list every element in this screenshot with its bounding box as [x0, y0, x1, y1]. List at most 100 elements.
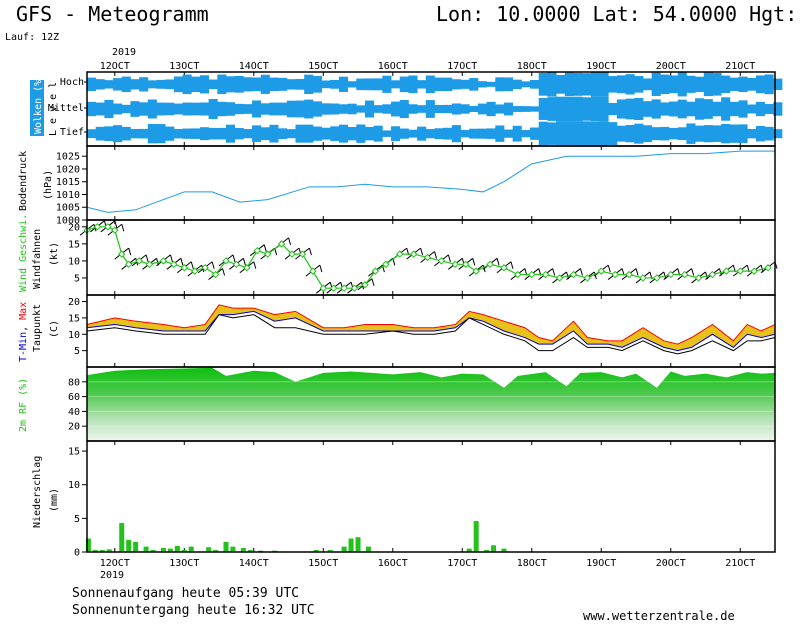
- wind-speed-point: [583, 274, 592, 282]
- cloud-cell: [686, 101, 696, 117]
- cloud-cell: [564, 96, 574, 122]
- cloud-cell: [538, 72, 548, 96]
- wind-barb: [121, 224, 125, 232]
- cloud-cell: [252, 100, 262, 118]
- cloud-label-background: [30, 80, 44, 136]
- cloud-cell: [556, 121, 566, 146]
- precipitation-bar: [365, 546, 371, 552]
- cloud-cell: [451, 125, 461, 143]
- pressure-line: [86, 150, 775, 213]
- cloud-cell: [651, 99, 661, 119]
- precipitation-bar: [240, 547, 246, 552]
- cloud-cell: [625, 125, 635, 143]
- precipitation-bar: [473, 521, 479, 552]
- cloud-cell: [139, 102, 149, 116]
- wind-speed-point: [500, 264, 508, 272]
- wind-barb: [114, 220, 118, 228]
- cloud-cell: [469, 128, 479, 139]
- cloud-cell: [703, 72, 713, 97]
- cloud-cell: [747, 77, 757, 91]
- cloud-cell: [616, 125, 626, 142]
- wind-barb: [263, 244, 267, 252]
- wind-speed-point: [611, 270, 619, 279]
- wind-speed-point: [277, 240, 286, 248]
- wind-speed-point: [145, 260, 154, 269]
- y-tick-label: 10: [68, 330, 80, 341]
- precipitation-bar: [341, 546, 347, 552]
- wind-barb: [496, 258, 500, 266]
- cloud-cell: [460, 79, 470, 89]
- wind-speed-point: [191, 267, 199, 275]
- wind-speed-point: [486, 260, 494, 269]
- cloud-cell: [121, 76, 131, 93]
- wind-barb: [607, 264, 611, 273]
- cloud-cell: [738, 124, 748, 143]
- wind-speed-point: [350, 284, 359, 292]
- wind-speed-point: [667, 270, 675, 279]
- wind-speed-point: [514, 270, 522, 279]
- wind-speed-point: [472, 267, 480, 275]
- cloud-cell: [530, 79, 540, 89]
- wind-barb: [371, 278, 375, 286]
- cloud-level-label: Hoch: [60, 77, 84, 88]
- cloud-cell: [495, 104, 505, 114]
- y-tick-label: 40: [68, 407, 80, 418]
- cloud-cell: [547, 72, 557, 97]
- sunset-text: Sonnenuntergang heute 16:32 UTC: [72, 603, 315, 618]
- wind-speed-point: [93, 223, 102, 231]
- cloud-cell: [755, 75, 765, 94]
- wind-speed-point: [118, 250, 126, 258]
- cloud-cell: [373, 78, 383, 91]
- cloud-cell: [286, 100, 296, 118]
- cloud-cell: [616, 99, 626, 119]
- cloud-cell: [625, 98, 635, 120]
- y-tick-label: 1025: [56, 152, 80, 163]
- temperature-axis-label-part: Max: [18, 302, 29, 320]
- cloud-cell: [156, 79, 166, 89]
- wind-barb: [447, 254, 451, 263]
- cloud-cell: [95, 126, 105, 141]
- cloud-cell: [642, 78, 653, 91]
- cloud-cell: [104, 99, 114, 119]
- cloud-cell: [425, 75, 435, 94]
- cloud-cell: [747, 104, 757, 114]
- y-tick-label: 1010: [56, 190, 80, 201]
- x-tick-label-bottom: 20OCT: [656, 558, 686, 569]
- wind-speed-point: [694, 274, 703, 282]
- cloud-cell: [182, 74, 192, 95]
- precipitation-bar: [174, 545, 180, 552]
- cloud-cell: [469, 106, 479, 112]
- cloud-cell: [642, 101, 653, 117]
- cloud-cell: [443, 127, 453, 140]
- cloud-cell: [199, 127, 210, 141]
- cloud-cell: [521, 81, 531, 88]
- cloud-cell: [130, 128, 140, 139]
- cloud-cell: [721, 123, 731, 144]
- cloud-cell: [651, 127, 661, 141]
- wind-barb: [472, 258, 476, 266]
- wind-speed-point: [750, 267, 758, 275]
- precipitation-bar: [230, 546, 236, 552]
- y-tick-label: 20: [68, 422, 80, 433]
- cloud-cell: [399, 128, 409, 139]
- cloud-cell: [451, 103, 461, 115]
- cloud-cell: [191, 102, 201, 116]
- cloud-cell: [173, 103, 183, 115]
- precipitation-bar: [501, 548, 507, 552]
- cloud-cell: [356, 124, 366, 143]
- cloud-cell: [660, 74, 670, 95]
- wind-barb: [232, 254, 236, 263]
- wind-speed-point: [243, 264, 251, 272]
- cloud-cell: [295, 100, 305, 118]
- y-tick-label: 0: [74, 548, 80, 559]
- panel-frame-precipitation: [86, 440, 776, 553]
- marks-layer: [79, 72, 783, 552]
- wind-speed-point: [423, 253, 432, 262]
- y-tick-label: 10: [68, 480, 80, 491]
- cloud-cell: [356, 105, 366, 113]
- cloud-cell: [208, 79, 218, 90]
- website-link[interactable]: www.wetterzentrale.de: [583, 609, 735, 623]
- wind-speed-line: [86, 226, 769, 289]
- cloud-cell: [486, 81, 496, 87]
